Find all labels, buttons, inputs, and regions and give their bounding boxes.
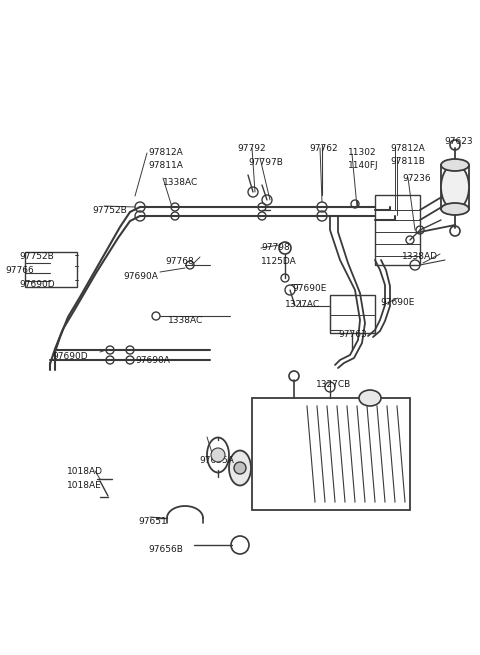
Text: 1327CB: 1327CB [316, 380, 351, 389]
Text: 97656B: 97656B [148, 545, 183, 554]
Text: 97690E: 97690E [292, 284, 326, 293]
Text: 97752B: 97752B [92, 206, 127, 215]
Text: 97762: 97762 [309, 144, 337, 153]
Text: 1125DA: 1125DA [261, 257, 297, 266]
Text: 97236: 97236 [402, 174, 431, 183]
Text: 97811A: 97811A [148, 161, 183, 170]
Text: 97766: 97766 [5, 266, 34, 275]
Text: 1018AE: 1018AE [67, 481, 102, 490]
Text: 1327AC: 1327AC [285, 300, 320, 309]
Circle shape [211, 448, 225, 462]
Text: 97811B: 97811B [390, 157, 425, 166]
Text: 1338AC: 1338AC [168, 316, 203, 325]
FancyBboxPatch shape [25, 252, 77, 287]
Ellipse shape [229, 451, 251, 485]
FancyBboxPatch shape [252, 398, 410, 510]
FancyBboxPatch shape [375, 195, 420, 265]
Text: 97797B: 97797B [248, 158, 283, 167]
Text: 97651: 97651 [138, 517, 167, 526]
Text: 97763: 97763 [338, 330, 367, 339]
Text: 97798: 97798 [261, 243, 290, 252]
Text: 11302: 11302 [348, 148, 377, 157]
Text: 97690A: 97690A [135, 356, 170, 365]
Ellipse shape [359, 390, 381, 406]
Text: 97812A: 97812A [390, 144, 425, 153]
Text: 97690D: 97690D [52, 352, 88, 361]
Ellipse shape [441, 159, 469, 171]
Text: 97690A: 97690A [123, 272, 158, 281]
Text: 97655A: 97655A [199, 456, 234, 465]
Text: 1140FJ: 1140FJ [348, 161, 379, 170]
Text: 97812A: 97812A [148, 148, 183, 157]
Circle shape [234, 462, 246, 474]
Text: 1338AC: 1338AC [163, 178, 198, 187]
Text: 97690E: 97690E [380, 298, 414, 307]
Text: 97623: 97623 [444, 137, 473, 146]
Text: 97690D: 97690D [19, 280, 55, 289]
Text: 1338AD: 1338AD [402, 252, 438, 261]
Ellipse shape [441, 203, 469, 215]
Ellipse shape [441, 164, 469, 210]
FancyBboxPatch shape [330, 295, 375, 333]
Text: 97792: 97792 [237, 144, 265, 153]
Text: 97768: 97768 [165, 257, 194, 266]
Text: 97752B: 97752B [19, 252, 54, 261]
Text: 1018AD: 1018AD [67, 467, 103, 476]
